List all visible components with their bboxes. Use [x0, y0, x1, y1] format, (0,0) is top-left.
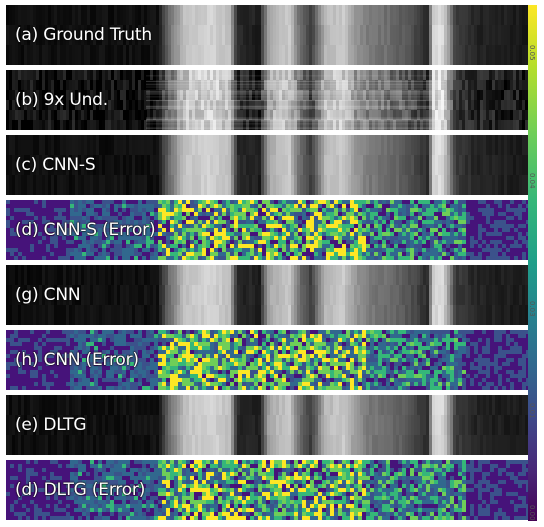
panel-label: (d) DLTG (Error) — [15, 480, 146, 501]
panel-image — [6, 395, 528, 455]
panel-label: (d) CNN-S (Error) — [15, 220, 156, 241]
colorbar-gradient — [528, 5, 537, 521]
panel-label: (c) CNN-S — [15, 155, 96, 176]
colorbar-tick: 0.05 — [528, 45, 536, 61]
colorbar-tick: 0.00 — [528, 505, 536, 521]
colorbar: 0.05 0.04 0.03 0.01 0.00 — [528, 5, 542, 521]
panel-image — [6, 70, 528, 130]
colorbar-tick: 0.03 — [528, 301, 536, 317]
panel-label: (a) Ground Truth — [15, 25, 153, 46]
panel-dltg: (e) DLTG — [6, 395, 528, 455]
panel-label: (h) CNN (Error) — [15, 350, 140, 371]
panel-ground-truth: (a) Ground Truth — [6, 5, 528, 65]
panel-image — [6, 5, 528, 65]
panel-cnn: (g) CNN — [6, 265, 528, 325]
panel-image — [6, 265, 528, 325]
panel-cnn-s-error: (d) CNN-S (Error) — [6, 200, 528, 260]
panel-image — [6, 460, 528, 520]
panel-dltg-error: (d) DLTG (Error) — [6, 460, 528, 520]
panel-cnn-error: (h) CNN (Error) — [6, 330, 528, 390]
panel-image — [6, 135, 528, 195]
panel-label: (g) CNN — [15, 285, 81, 306]
colorbar-tick: 0.04 — [528, 173, 536, 189]
panel-label: (b) 9x Und. — [15, 90, 109, 111]
panel-label: (e) DLTG — [15, 415, 87, 436]
panel-image — [6, 330, 528, 390]
panel-image — [6, 200, 528, 260]
figure-panels: (a) Ground Truth (b) 9x Und. (c) CNN-S (… — [6, 5, 528, 521]
panel-cnn-s: (c) CNN-S — [6, 135, 528, 195]
panel-undersampled: (b) 9x Und. — [6, 70, 528, 130]
colorbar-tick: 0.01 — [528, 403, 536, 419]
